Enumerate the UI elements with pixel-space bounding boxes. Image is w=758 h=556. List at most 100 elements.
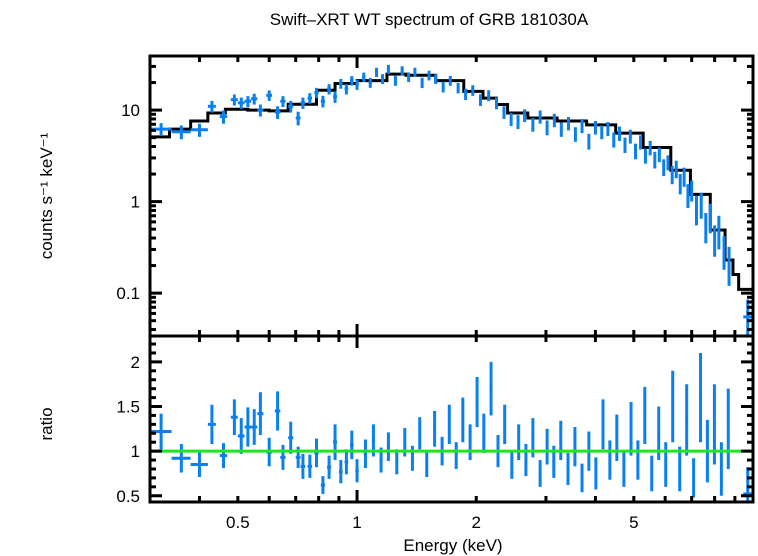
spectrum-data-point: [407, 72, 411, 83]
spectrum-data-point: [516, 115, 520, 130]
spectrum-data-point: [441, 81, 445, 93]
ratio-data-point: [636, 440, 640, 480]
spectrum-data-point: [674, 160, 678, 179]
spectrum-data-point: [606, 122, 610, 137]
spectrum-data-point: [634, 143, 638, 160]
y-tick-label: 10: [121, 101, 140, 120]
spectrum-data-point: [686, 184, 690, 209]
ratio-data-point: [664, 442, 668, 487]
ratio-data-point: [395, 449, 399, 475]
ratio-data-point: [219, 443, 228, 469]
x-axis-label: Energy (keV): [403, 536, 502, 555]
ratio-data-point: [320, 476, 325, 494]
spectrum-data-point: [471, 85, 475, 96]
spectrum-data-point: [219, 110, 228, 124]
spectrum-data-point: [338, 78, 343, 89]
spectrum-data-point: [386, 64, 390, 74]
y-tick-label: 0.1: [116, 284, 140, 303]
ratio-data-point: [650, 455, 654, 492]
ratio-data-point: [461, 397, 465, 443]
spectrum-data-point: [456, 82, 460, 94]
ratio-data-point: [288, 421, 294, 454]
spectrum-data-point: [350, 76, 354, 86]
spectrum-data-point: [355, 79, 359, 90]
spectrum-data-point: [190, 123, 208, 137]
ratio-data-point: [671, 370, 675, 443]
ratio-data-point: [207, 404, 216, 444]
ratio-data-point: [559, 420, 563, 461]
spectrum-data-point: [657, 147, 661, 163]
spectrum-data-point: [420, 77, 424, 89]
ratio-data-group: [150, 352, 753, 502]
spectrum-data-point: [251, 93, 258, 105]
ratio-data-point: [307, 454, 313, 478]
spectrum-data-point: [587, 133, 591, 150]
ratio-ylabel: ratio: [37, 407, 56, 440]
x-tick-labels: 0.5 1 2 5: [226, 513, 639, 532]
ratio-data-point: [517, 424, 521, 461]
x-tick-label: 5: [629, 513, 638, 532]
spectrum-data-point: [368, 77, 372, 88]
ratio-data-point: [475, 377, 479, 428]
ratio-data-point: [545, 428, 549, 465]
ratio-data-point: [150, 413, 172, 450]
ratio-data-point: [615, 414, 619, 461]
spectrum-data-point: [393, 75, 397, 86]
ratio-data-point: [622, 451, 626, 487]
spectrum-data-point: [628, 129, 632, 144]
spectrum-data-point: [280, 96, 286, 108]
spectrum-ylabel: counts s⁻¹ keV⁻¹: [37, 132, 56, 259]
ratio-data-point: [327, 455, 332, 479]
x-tick-label: 0.5: [226, 513, 250, 532]
ratio-axis-ticks: [150, 336, 753, 502]
ratio-data-point: [425, 452, 429, 478]
y-tick-label: 0.5: [116, 487, 140, 506]
ratio-data-point: [244, 407, 252, 447]
spectrum-data-point: [464, 88, 468, 100]
ratio-data-point: [237, 418, 245, 454]
ratio-data-point: [355, 459, 359, 483]
x-tick-label: 2: [472, 513, 481, 532]
spectrum-data-point: [545, 120, 549, 136]
spectrum-data-point: [523, 109, 527, 123]
spectrum-data-point: [494, 97, 498, 110]
spectrum-data-point: [314, 87, 319, 99]
ratio-data-point: [454, 442, 458, 469]
ratio-data-point: [629, 402, 633, 456]
spectrum-data-point: [374, 67, 379, 77]
y-tick-label: 1: [131, 193, 140, 212]
spectrum-data-point: [257, 104, 264, 117]
spectrum-data-point: [266, 90, 273, 101]
ratio-data-point: [314, 438, 319, 468]
spectrum-data-point: [600, 125, 604, 140]
spectrum-data-point: [333, 91, 337, 103]
spectrum-data-point: [566, 117, 570, 131]
spectrum-data-point: [478, 94, 482, 106]
spectrum-data-point: [207, 100, 216, 113]
ratio-data-point: [510, 450, 514, 479]
spectrum-data-point: [653, 151, 657, 169]
spectrum-data-point: [662, 159, 666, 177]
spectrum-data-point: [502, 106, 506, 119]
y-tick-label: 1: [131, 442, 140, 461]
spectrum-data-point: [593, 120, 597, 135]
ratio-panel-frame: [148, 334, 755, 504]
ratio-data-point: [190, 452, 208, 478]
ratio-data-point: [333, 424, 337, 461]
spectrum-data-point: [434, 74, 438, 84]
spectrum-data-point: [448, 75, 452, 86]
spectrum-data-point: [678, 174, 682, 195]
spectrum-data-point: [538, 110, 542, 124]
ratio-data-point: [300, 453, 306, 479]
ratio-data-point: [171, 443, 191, 473]
spectrum-data-point: [552, 113, 556, 128]
spectrum-data-point: [559, 122, 563, 137]
ratio-data-point: [363, 439, 368, 469]
spectrum-data-point: [295, 111, 301, 126]
spectrum-data-point: [307, 93, 313, 104]
spectrum-data-point: [427, 70, 431, 81]
spectrum-data-point: [300, 97, 306, 109]
ratio-data-point: [433, 410, 437, 447]
spectrum-data-point: [381, 74, 385, 84]
spectrum-data-point: [580, 118, 584, 134]
